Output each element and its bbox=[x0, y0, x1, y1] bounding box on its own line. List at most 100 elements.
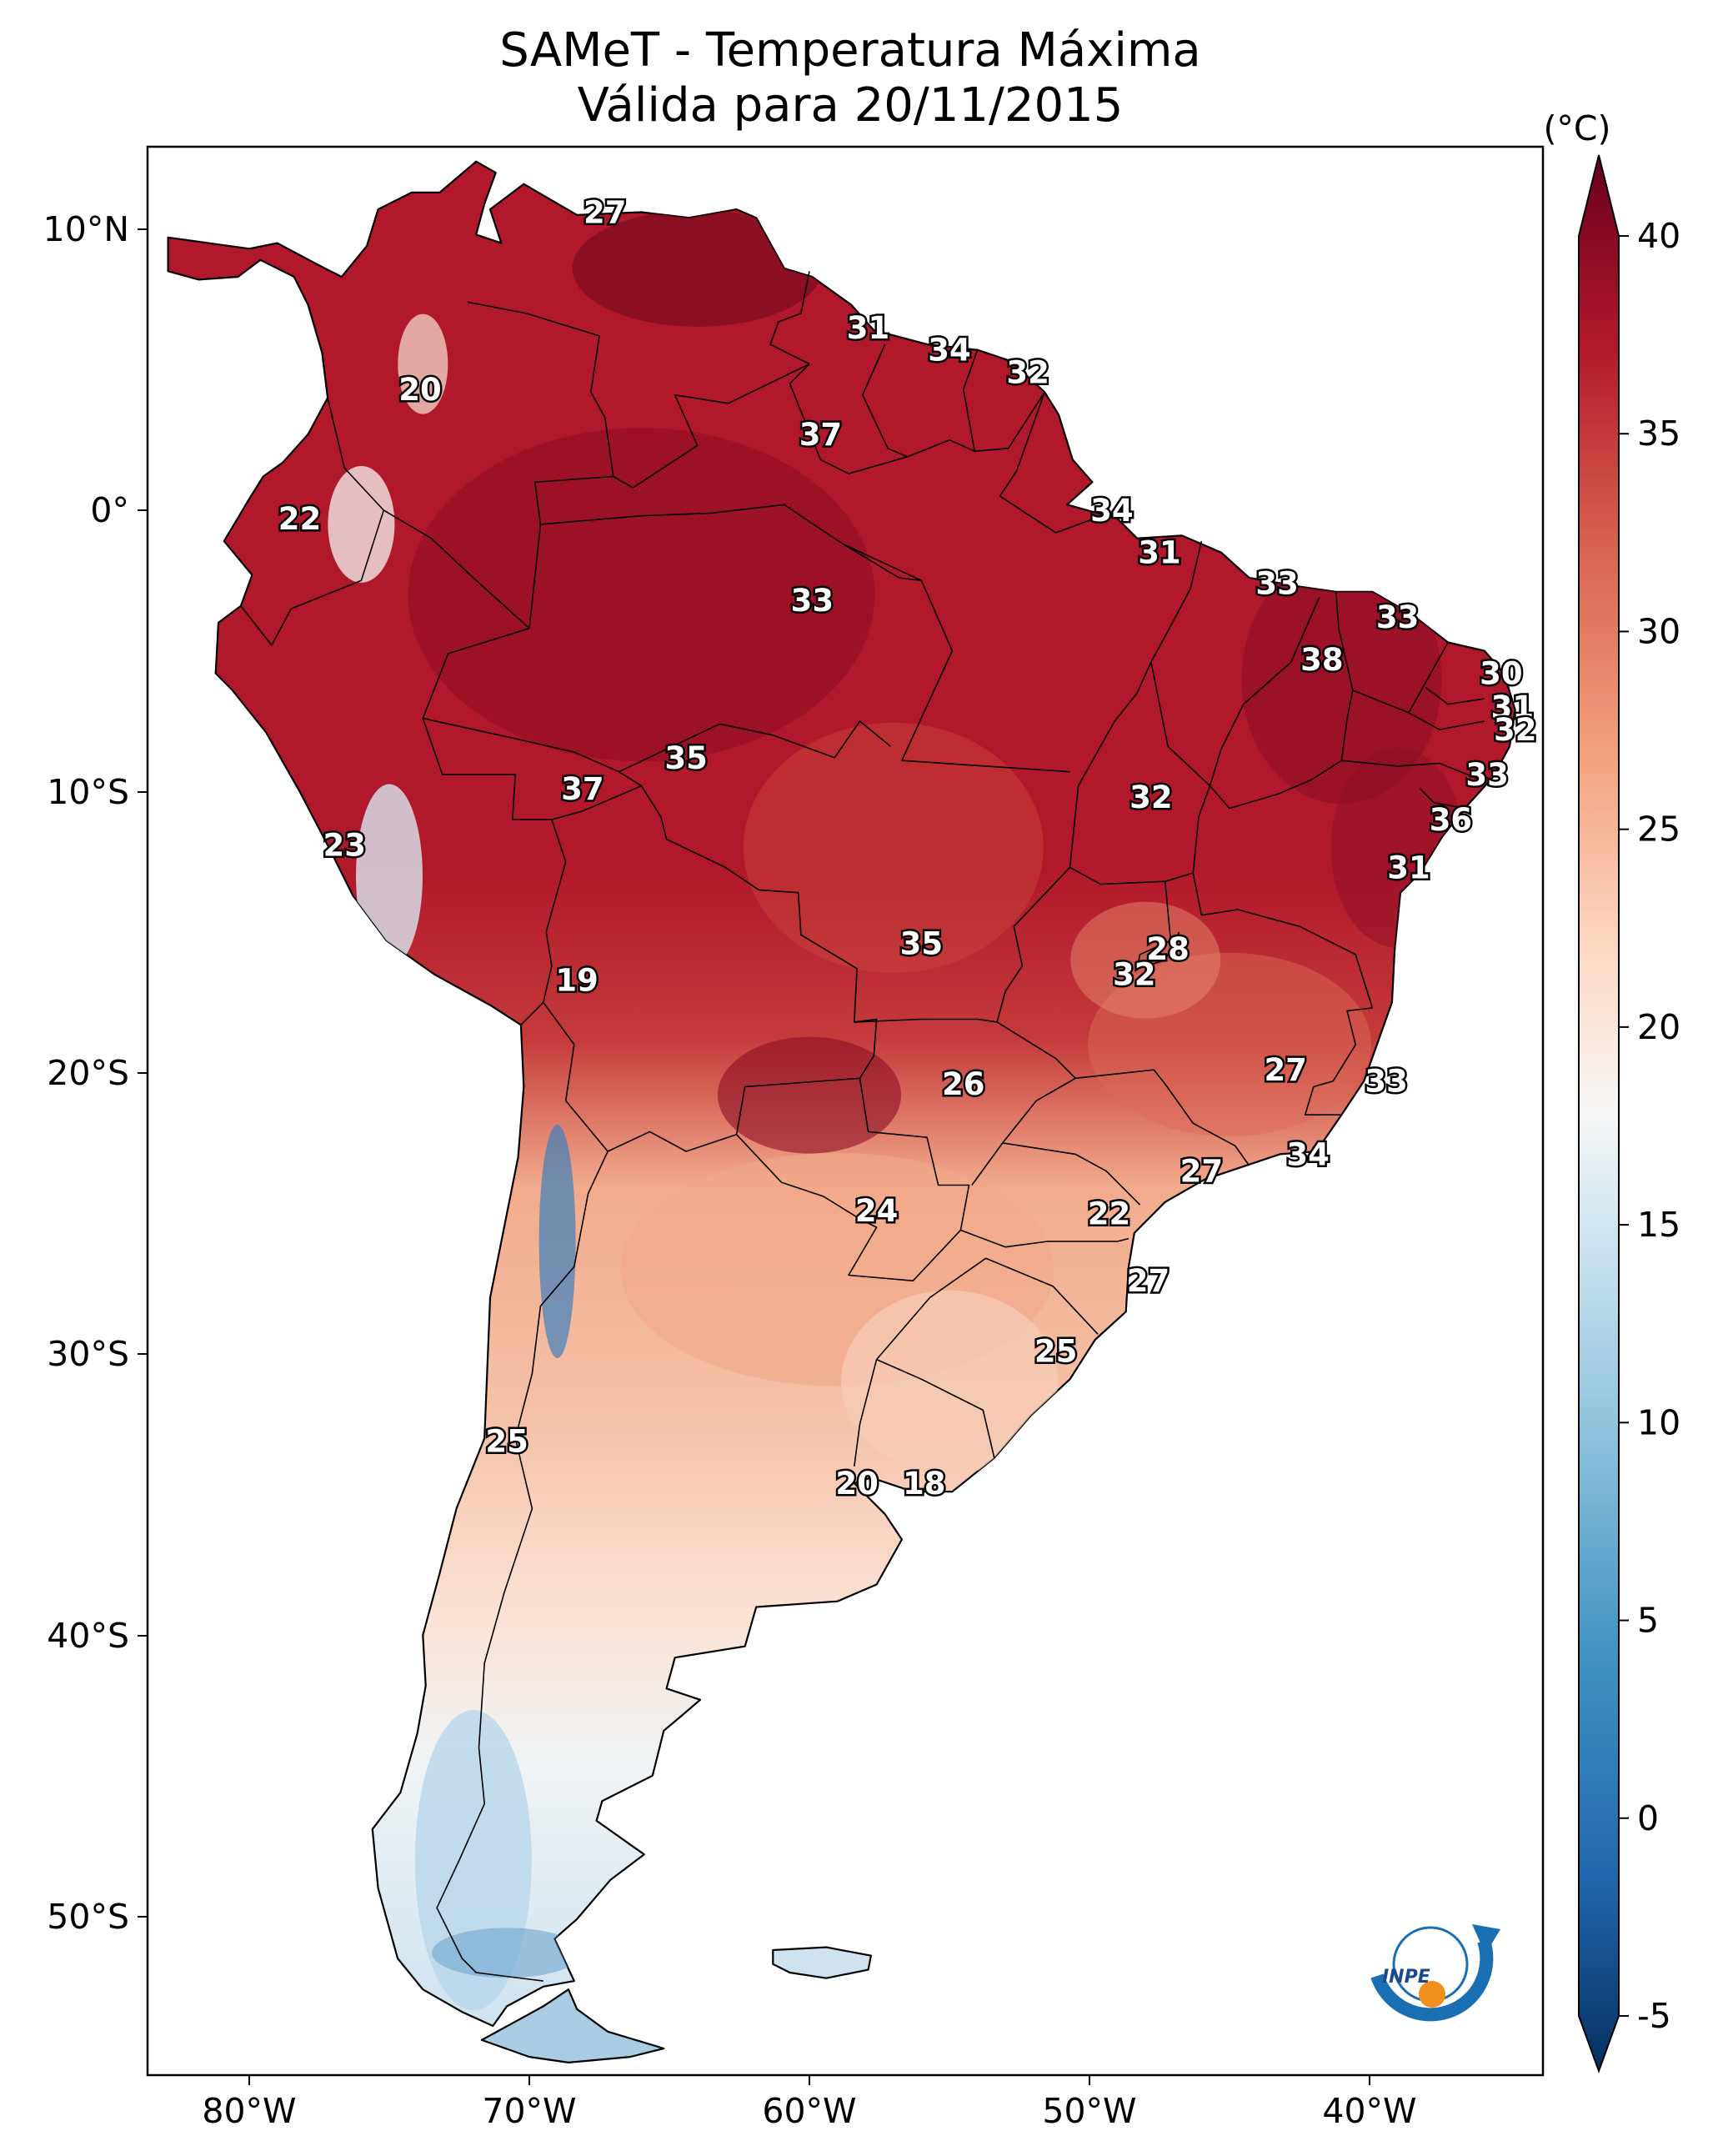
lat-tick-label: 30°S bbox=[47, 1334, 129, 1374]
temperature-patch bbox=[356, 784, 423, 968]
border-line bbox=[960, 1229, 1129, 1248]
border-line bbox=[1313, 1007, 1373, 1088]
border-line bbox=[613, 363, 810, 489]
border-line bbox=[1150, 540, 1203, 663]
border-line bbox=[423, 717, 642, 787]
temperature-field bbox=[328, 209, 1465, 2011]
border-line bbox=[999, 392, 1109, 534]
border-line bbox=[1192, 872, 1374, 1009]
temperature-patch bbox=[572, 209, 823, 327]
temperature-patch bbox=[538, 1124, 576, 1358]
temperature-label: 34 bbox=[1286, 1136, 1330, 1172]
border-line bbox=[1352, 689, 1485, 730]
lon-tick-label: 40°W bbox=[1322, 2091, 1416, 2131]
colorbar-tick-label: 40 bbox=[1637, 216, 1680, 256]
logo-sun bbox=[1419, 1981, 1445, 2008]
border-line bbox=[842, 543, 1070, 773]
border-line bbox=[1209, 597, 1320, 786]
temperature-label: 32 bbox=[1113, 957, 1156, 993]
temperature-label: 25 bbox=[1034, 1334, 1078, 1370]
lat-tick-label: 40°S bbox=[47, 1616, 129, 1656]
colorbar-tick-label: 35 bbox=[1637, 414, 1680, 454]
lon-tick-label: 80°W bbox=[202, 2091, 296, 2131]
map-title: SAMeT - Temperatura Máxima Válida para 2… bbox=[150, 23, 1550, 133]
temperature-label: 27 bbox=[1180, 1154, 1224, 1190]
border-line bbox=[1419, 788, 1465, 810]
lat-tick-label: 0° bbox=[90, 490, 129, 530]
falkland-islands bbox=[772, 1946, 872, 1979]
border-line bbox=[736, 1078, 970, 1281]
temperature-patch bbox=[743, 722, 1044, 973]
temperature-label: 18 bbox=[903, 1466, 946, 1502]
temperature-label: 31 bbox=[847, 310, 890, 346]
temperature-patch bbox=[718, 1036, 901, 1154]
border-line bbox=[875, 1257, 987, 1361]
title-line-2: Válida para 20/11/2015 bbox=[577, 78, 1124, 133]
colorbar-tick-label: 30 bbox=[1637, 611, 1680, 651]
temperature-label: 32 bbox=[1129, 780, 1173, 815]
latitude-axis: 10°N 0° 10°S 20°S 30°S 40°S 50°S bbox=[43, 209, 148, 1937]
temperature-patch bbox=[1070, 901, 1221, 1019]
border-line bbox=[467, 301, 614, 629]
border-line bbox=[854, 1359, 878, 1467]
temperature-label: 33 bbox=[791, 583, 834, 619]
logo-arrow bbox=[1472, 1924, 1500, 1954]
colorbar-tick-label: 25 bbox=[1637, 810, 1680, 850]
colorbar-tick-label: 20 bbox=[1637, 1007, 1680, 1047]
temperature-label: 31 bbox=[1138, 535, 1181, 571]
map-frame bbox=[146, 145, 1545, 2077]
colorbar-tick-label: 15 bbox=[1637, 1205, 1680, 1245]
temperature-label: 20 bbox=[398, 372, 442, 408]
logo-text: INPE bbox=[1382, 1967, 1430, 1988]
temperature-label: 35 bbox=[900, 925, 944, 961]
border-line bbox=[619, 720, 891, 773]
temperature-label: 31 bbox=[1387, 850, 1430, 885]
colorbar-tick-label: 0 bbox=[1637, 1798, 1659, 1838]
temperature-label: 31 bbox=[1491, 689, 1535, 725]
temperature-label: 38 bbox=[1300, 642, 1344, 678]
border-line bbox=[769, 271, 810, 365]
border-line bbox=[327, 397, 530, 629]
temperature-label: 36 bbox=[1430, 802, 1473, 838]
temperature-patch bbox=[1241, 554, 1442, 805]
colorbar-scale bbox=[1578, 154, 1620, 2073]
lat-tick-label: 10°S bbox=[47, 772, 129, 812]
temperature-patch bbox=[841, 1290, 1058, 1474]
lat-tick-label: 20°S bbox=[47, 1053, 129, 1093]
temperature-label: 37 bbox=[561, 771, 604, 807]
border-line bbox=[1002, 1142, 1141, 1206]
temperature-label: 28 bbox=[1146, 931, 1190, 967]
border-line bbox=[971, 1077, 1076, 1186]
border-line bbox=[996, 866, 1076, 1079]
temperature-label: 26 bbox=[942, 1066, 985, 1102]
border-line bbox=[1069, 661, 1211, 885]
temperature-label: 22 bbox=[1088, 1196, 1131, 1231]
border-line bbox=[862, 343, 908, 458]
temperature-label: 22 bbox=[278, 501, 322, 537]
border-line bbox=[854, 1018, 998, 1023]
longitude-axis: 80°W 70°W 60°W 50°W 40°W bbox=[202, 2075, 1417, 2131]
temperature-label: 33 bbox=[1365, 1064, 1408, 1100]
temperature-patch bbox=[328, 465, 395, 583]
temperature-patch bbox=[398, 313, 448, 414]
inpe-logo: INPE bbox=[1370, 1924, 1500, 2022]
country-state-borders bbox=[240, 271, 1485, 1982]
lat-tick-label: 10°N bbox=[43, 209, 129, 249]
colorbar-tick-label: 5 bbox=[1637, 1601, 1659, 1641]
lat-tick-label: 50°S bbox=[47, 1897, 129, 1937]
colorbar-tick-label: -5 bbox=[1637, 1996, 1671, 2036]
temperature-label: 23 bbox=[323, 827, 366, 863]
colorbar-unit: (°C) bbox=[1543, 108, 1610, 148]
lon-tick-label: 60°W bbox=[762, 2091, 856, 2131]
temperature-label: 20 bbox=[835, 1466, 879, 1502]
logo-arc bbox=[1370, 1938, 1494, 2022]
tierra-del-fuego bbox=[480, 1988, 665, 2063]
border-line bbox=[963, 349, 979, 452]
border-line bbox=[540, 504, 922, 582]
temperature-label: 37 bbox=[799, 417, 843, 453]
temperature-label: 35 bbox=[664, 740, 708, 776]
colorbar: (°C) 40 35 30 25 20 15 10 5 0 -5 bbox=[1543, 108, 1680, 2073]
border-line bbox=[1136, 881, 1180, 970]
